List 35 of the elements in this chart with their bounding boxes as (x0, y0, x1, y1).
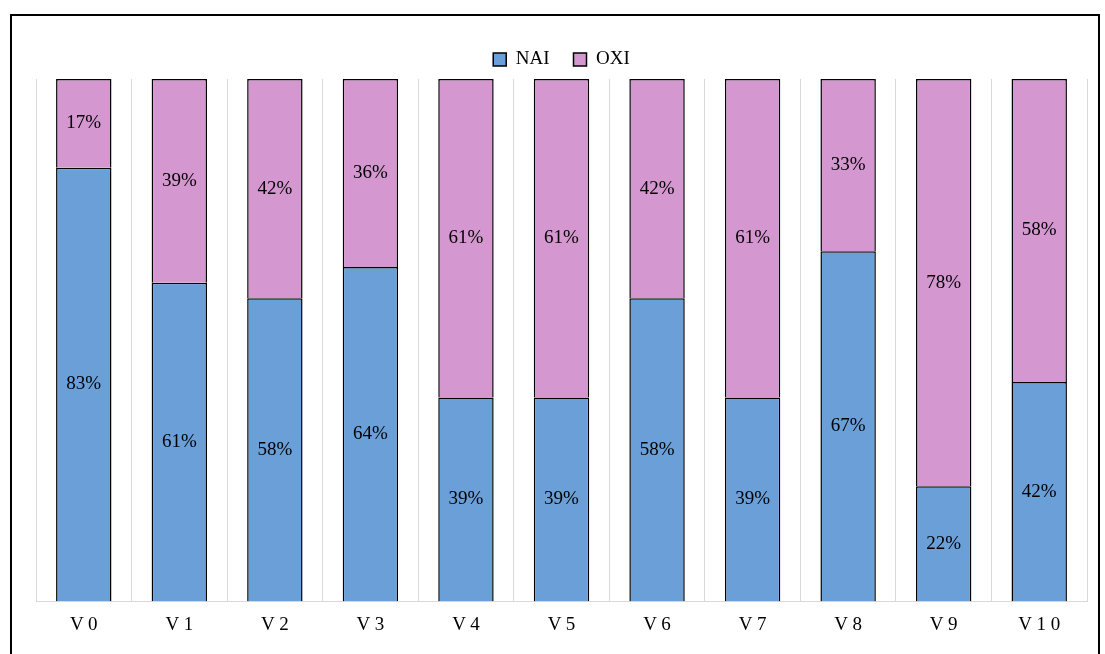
data-label: 39% (448, 487, 484, 509)
x-tick-label: V 0 (69, 612, 98, 634)
data-label: 36% (353, 160, 388, 182)
data-label: 64% (353, 422, 388, 444)
data-label: 58% (257, 437, 293, 459)
x-tick-label: V 4 (452, 612, 481, 634)
data-label: 42% (257, 176, 293, 198)
data-label: 17% (66, 111, 102, 133)
x-tick-label: V 3 (356, 612, 385, 634)
data-label: 39% (735, 487, 771, 509)
x-tick-label: V 2 (261, 612, 289, 634)
data-label: 39% (544, 487, 580, 509)
data-label: 42% (1021, 479, 1057, 501)
data-label: 58% (1021, 218, 1057, 240)
x-tick-label: V 1 (165, 612, 194, 634)
data-label: 61% (448, 226, 484, 248)
data-label: 22% (926, 531, 962, 553)
legend-label: OXI (596, 47, 630, 69)
data-label: 67% (830, 414, 866, 436)
x-tick-label: V 1 0 (1018, 612, 1061, 634)
data-label: 58% (639, 437, 675, 459)
data-label: 83% (66, 372, 102, 394)
x-tick-label: V 9 (929, 612, 958, 634)
data-label: 61% (161, 429, 197, 451)
x-tick-label: V 7 (738, 612, 767, 634)
x-tick-label: V 6 (643, 612, 671, 634)
data-label: 78% (926, 270, 962, 292)
data-label: 39% (161, 168, 197, 190)
x-tick-label: V 5 (547, 612, 576, 634)
legend-label: NAI (515, 47, 550, 69)
data-label: 61% (544, 226, 580, 248)
data-label: 33% (830, 153, 866, 175)
data-label: 42% (639, 176, 675, 198)
data-label: 61% (735, 226, 771, 248)
x-tick-label: V 8 (834, 612, 862, 634)
